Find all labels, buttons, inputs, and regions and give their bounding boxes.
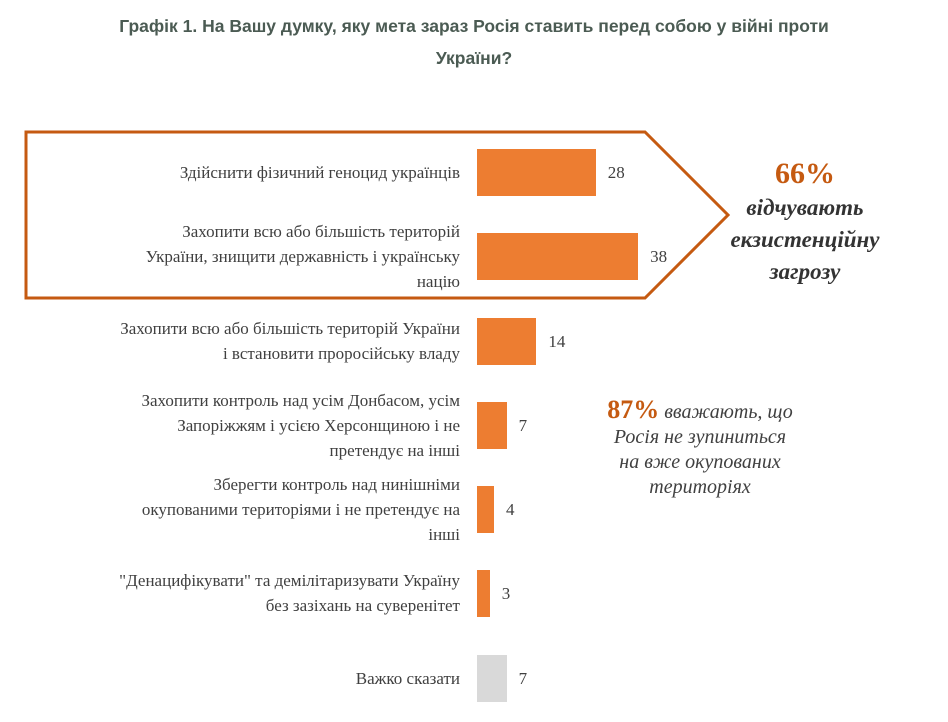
annotation-66: 66% відчувають екзистенційну загрозу [730,156,880,288]
category-label: Захопити всю або більшість територій Укр… [20,316,460,366]
bar [477,402,507,449]
bar [477,233,639,280]
category-label: Захопити контроль над усім Донбасом, усі… [20,388,461,463]
category-label-line: інші [428,524,460,544]
category-label-line: Запоріжжям і усією Херсонщиною і не [177,415,460,435]
data-label: 28 [607,163,625,182]
annotation-87-text: вважають, що [659,401,793,423]
category-label-line: України, знищити державність і українськ… [145,246,460,266]
bar [477,570,490,617]
data-label: 7 [518,416,528,435]
category-label-line: націю [416,271,460,291]
highlight-arrow-frame [24,130,731,300]
category-label-line: Зберегти контроль над нинішніми [213,474,461,494]
annotation-87-line: на вже окупованих [619,451,781,473]
data-label: 3 [501,584,511,603]
annotation-87-pct: 87% [607,395,660,424]
category-label-line: без зазіхань на суверенітет [265,596,460,615]
bar [477,318,537,365]
category-label-line: Здійснити фізичний геноцид українців [179,162,460,182]
data-label: 7 [518,669,528,688]
category-label-line: Захопити всю або більшість територій Укр… [120,319,460,338]
category-label-line: окупованими територіями і не претендує н… [141,499,460,519]
data-label: 38 [650,247,668,266]
category-label-line: претендує на інші [329,440,460,460]
category-label-line: і встановити проросійську владу [222,344,460,363]
title-line: Графік 1. На Вашу думку, яку мета зараз … [119,16,829,36]
annotation-87-line: Росія не зупиниться [613,426,787,448]
annotation-66-line: відчувають [746,195,864,220]
bar [477,655,507,702]
annotation-87: 87% вважають, що Росія не зупиниться на … [575,397,825,500]
category-label: Зберегти контроль над нинішніми окуповани… [20,472,460,547]
annotation-87-line: територіях [649,476,751,498]
annotation-66-line: екзистенційну [730,227,880,252]
category-label: "Денацифікувати" та демілітаризувати Укр… [20,568,460,618]
category-label: Захопити всю або більшість територій Укра… [20,219,460,294]
category-label: Здійснити фізичний геноцид українців [20,160,460,185]
data-label: 14 [548,332,566,351]
bar [477,486,494,533]
category-label-line: Захопити контроль над усім Донбасом, усі… [141,390,461,410]
data-label: 4 [505,500,515,519]
chart-title: Графік 1. На Вашу думку, яку мета зараз … [0,10,948,74]
category-label: Важко сказати [20,666,460,691]
title-line: України? [435,48,513,68]
annotation-66-pct: 66% [775,157,835,190]
annotation-87-first-line: 87% вважають, що [575,397,825,425]
annotation-66-line: загрозу [769,259,841,284]
bar [477,149,596,196]
category-label-line: Важко сказати [355,668,460,688]
category-label-line: "Денацифікувати" та демілітаризувати Укр… [119,571,460,590]
category-label-line: Захопити всю або більшість територій [182,221,460,241]
